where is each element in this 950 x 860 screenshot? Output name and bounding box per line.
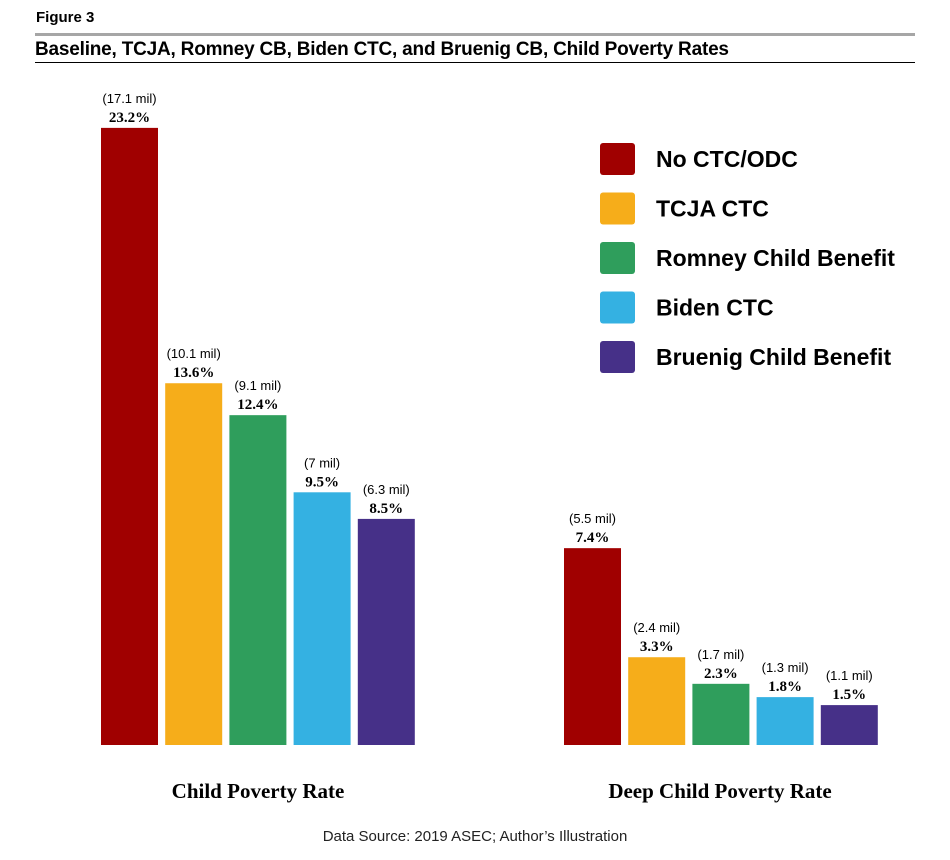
bar <box>357 518 415 745</box>
legend-entry: Bruenig Child Benefit <box>656 344 891 370</box>
legend-entry: Biden CTC <box>656 295 774 321</box>
bar <box>564 548 621 745</box>
legend-entry: No CTC/ODC <box>656 146 798 172</box>
chart-title: Baseline, TCJA, Romney CB, Biden CTC, an… <box>35 39 729 60</box>
count-label: (6.3 mil) <box>363 482 410 497</box>
count-label: (2.4 mil) <box>633 620 680 635</box>
bar <box>229 415 287 745</box>
data-label: 12.4% <box>237 397 278 413</box>
bar <box>293 492 351 745</box>
legend-swatch <box>600 242 635 274</box>
bar <box>628 657 686 745</box>
legend-swatch <box>600 143 635 175</box>
legend-entry: TCJA CTC <box>656 196 769 222</box>
data-label: 9.5% <box>305 474 339 490</box>
legend-swatch <box>600 192 635 225</box>
bar <box>756 697 814 745</box>
top-rule <box>35 33 915 36</box>
data-source: Data Source: 2019 ASEC; Author’s Illustr… <box>322 828 628 845</box>
category-label: Child Poverty Rate <box>172 779 345 803</box>
data-label: 13.6% <box>173 365 214 381</box>
data-label: 1.8% <box>768 679 802 695</box>
bar <box>692 683 750 745</box>
legend-swatch <box>600 291 635 324</box>
figure-label: Figure 3 <box>36 9 95 26</box>
data-label: 3.3% <box>640 639 674 655</box>
data-label: 8.5% <box>369 501 403 517</box>
title-rule <box>35 62 915 63</box>
bar <box>101 127 158 745</box>
count-label: (9.1 mil) <box>234 378 281 393</box>
bar <box>165 383 223 745</box>
count-label: (10.1 mil) <box>167 346 221 361</box>
legend-entry: Romney Child Benefit <box>656 245 895 271</box>
count-label: (5.5 mil) <box>569 511 616 526</box>
count-label: (17.1 mil) <box>102 91 156 106</box>
count-label: (1.3 mil) <box>762 660 809 675</box>
legend-swatch <box>600 341 635 373</box>
count-label: (1.1 mil) <box>826 668 873 683</box>
data-label: 7.4% <box>576 530 610 546</box>
count-label: (1.7 mil) <box>697 647 744 662</box>
bar <box>820 705 878 745</box>
data-label: 1.5% <box>832 687 866 703</box>
category-label: Deep Child Poverty Rate <box>608 779 831 803</box>
data-label: 2.3% <box>704 666 738 682</box>
count-label: (7 mil) <box>304 455 340 470</box>
data-label: 23.2% <box>109 110 150 126</box>
